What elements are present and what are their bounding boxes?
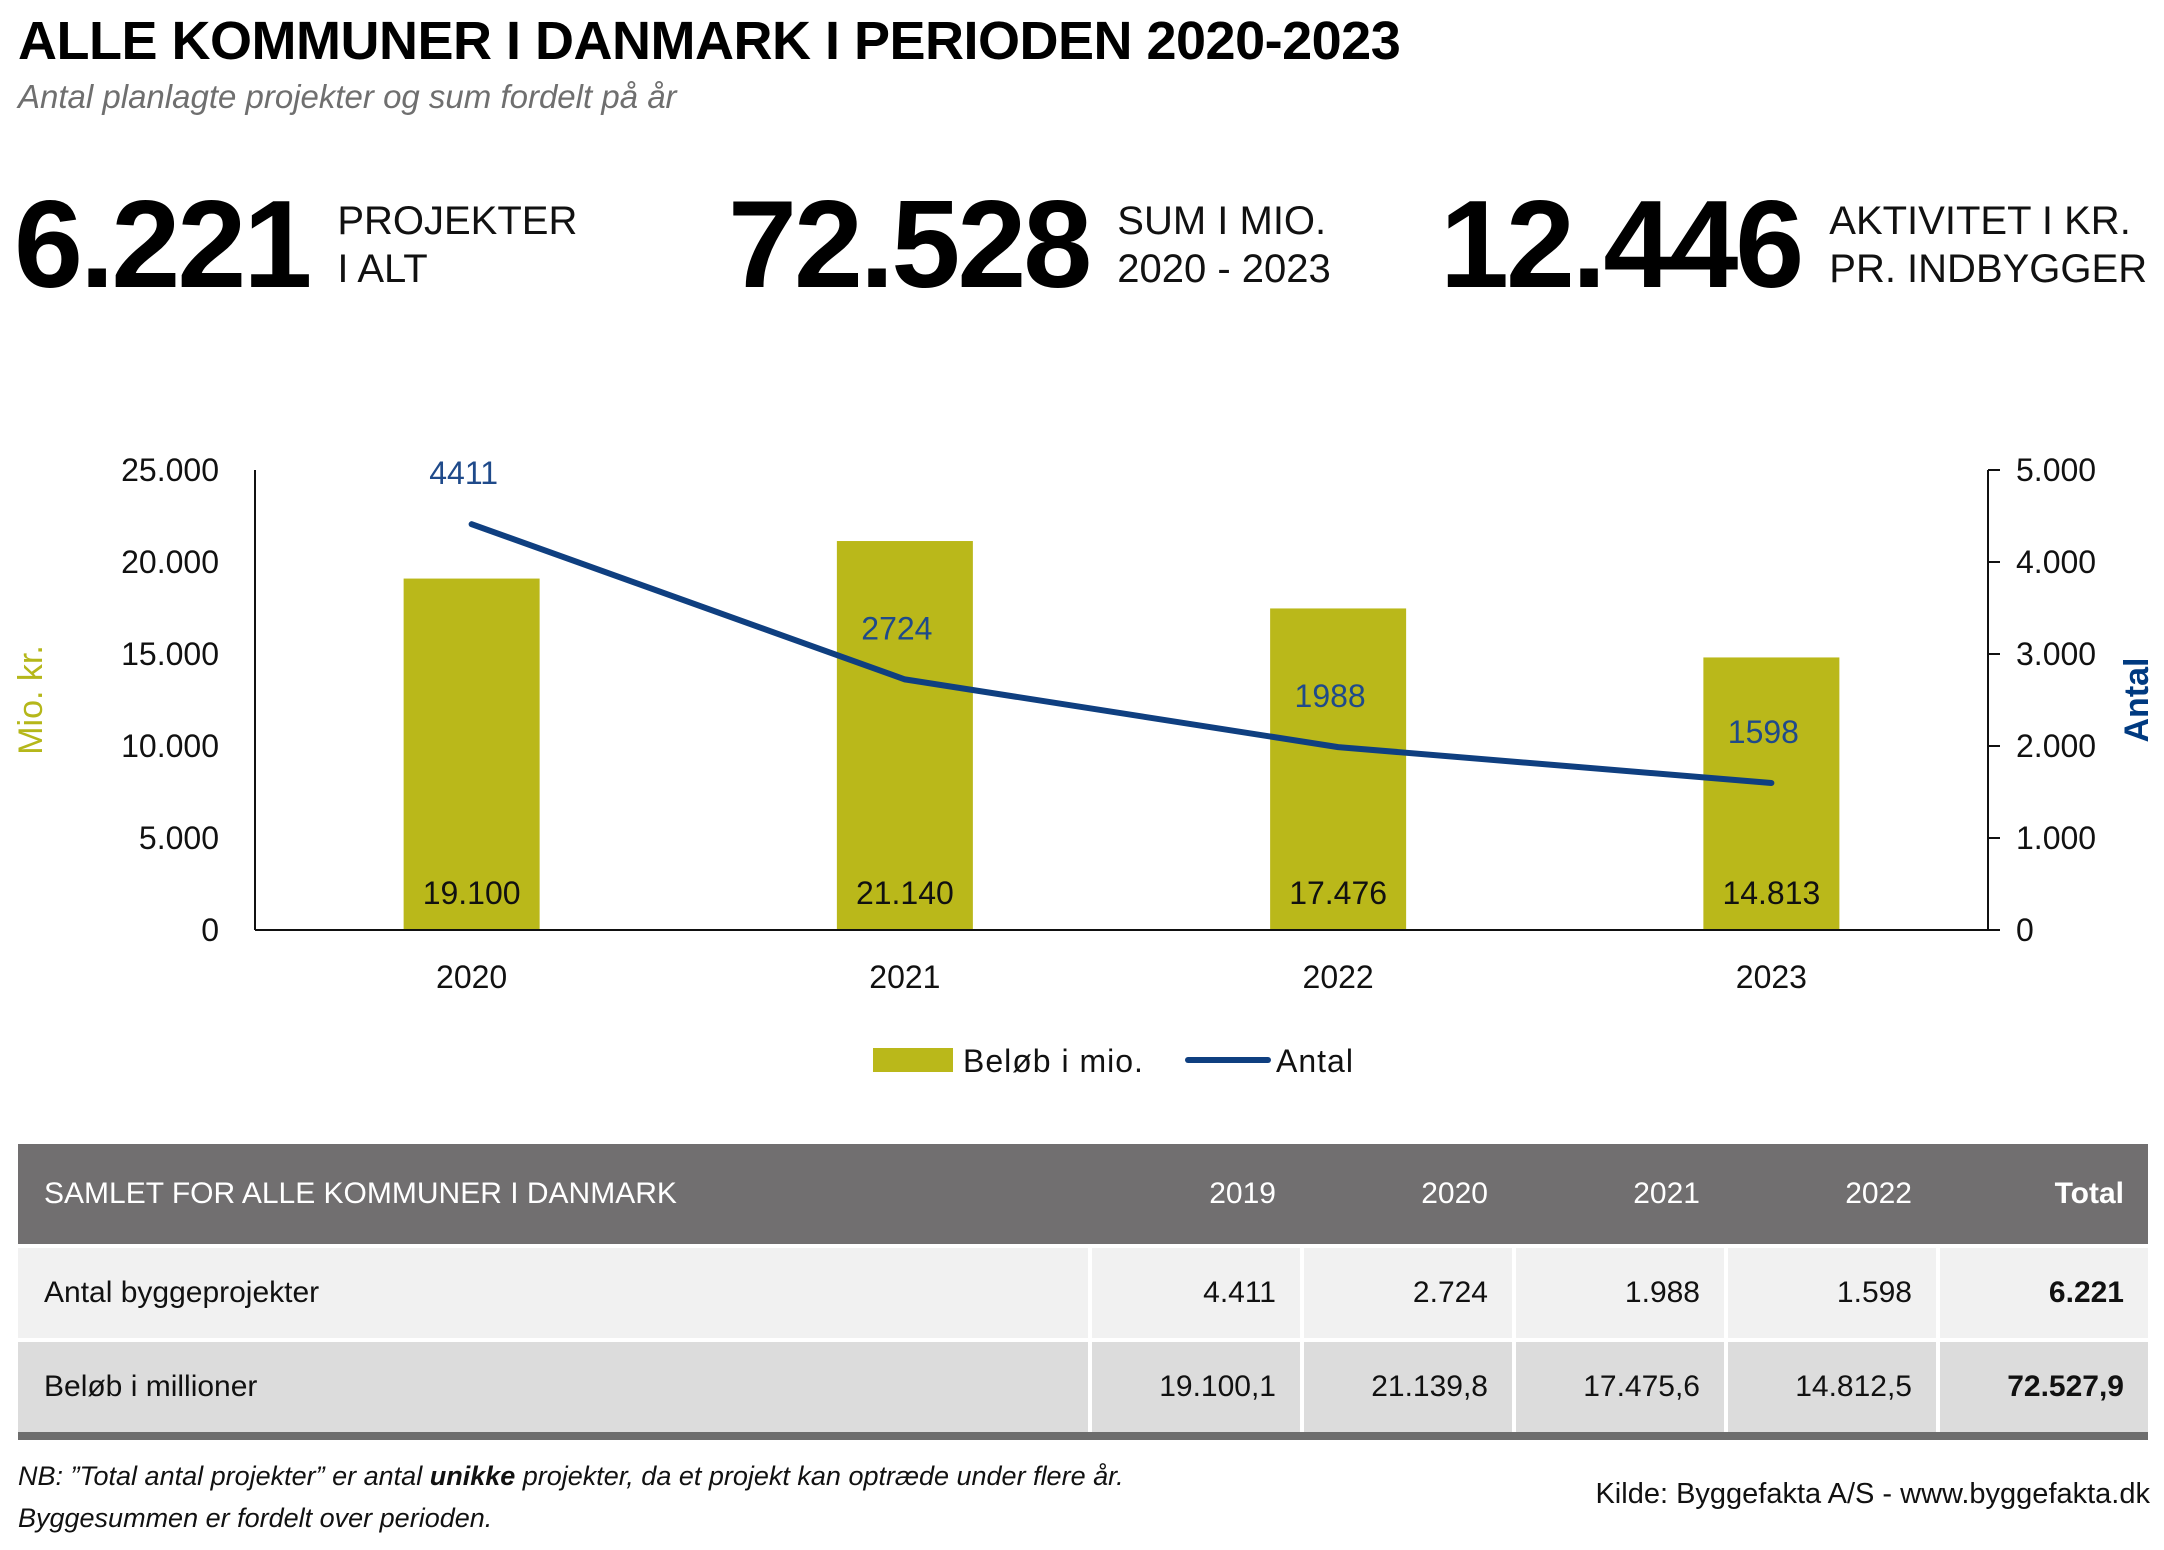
kpi-value: 6.221 xyxy=(14,176,312,314)
table-header-row: SAMLET FOR ALLE KOMMUNER I DANMARK 2019 … xyxy=(18,1144,2148,1244)
page-subtitle: Antal planlagte projekter og sum fordelt… xyxy=(18,78,677,115)
kpi-label: PROJEKTER I ALT xyxy=(337,197,577,293)
footnote-line: Byggesummen er fordelt over perioden. xyxy=(18,1503,493,1533)
table-cell: 1.598 xyxy=(1724,1248,1936,1338)
kpi-value: 12.446 xyxy=(1440,176,1804,314)
bar-data-label: 14.813 xyxy=(1722,875,1820,911)
kpi-label-line: I ALT xyxy=(337,247,428,291)
legend-label-line: Antal xyxy=(1276,1043,1354,1079)
kpi-label: SUM I MIO. 2020 - 2023 xyxy=(1117,197,1331,293)
table-cell: 14.812,5 xyxy=(1724,1342,1936,1432)
y-tick-label: 25.000 xyxy=(121,452,219,488)
table-cell: Beløb i millioner xyxy=(44,1370,258,1403)
table-cell: 2.724 xyxy=(1300,1248,1512,1338)
table-cell: 21.139,8 xyxy=(1300,1342,1512,1432)
kpi-value: 72.528 xyxy=(728,176,1092,314)
table-cell-total: 6.221 xyxy=(1936,1248,2148,1338)
footnote-text: projekter, da et projekt kan optræde und… xyxy=(515,1461,1124,1491)
y2-tick-label: 2.000 xyxy=(2016,728,2096,764)
y2-tick-label: 3.000 xyxy=(2016,636,2096,672)
x-tick-label: 2021 xyxy=(869,959,940,995)
table-header-cell: Total xyxy=(2054,1177,2124,1210)
y-tick-label: 5.000 xyxy=(139,820,219,856)
table-header-cell: 2022 xyxy=(1845,1177,1912,1210)
line-data-label: 1988 xyxy=(1295,678,1366,714)
table-cell-total: 72.527,9 xyxy=(1936,1342,2148,1432)
table-cell: 19.100,1 xyxy=(1088,1342,1300,1432)
footnote-line: NB: ”Total antal projekter” er antal uni… xyxy=(18,1455,1124,1497)
y-tick-label: 20.000 xyxy=(121,544,219,580)
table-cell: 1.988 xyxy=(1512,1248,1724,1338)
kpi-label-line: AKTIVITET I KR. xyxy=(1829,199,2131,243)
y2-tick-label: 0 xyxy=(2016,912,2034,948)
line-data-label: 1598 xyxy=(1728,714,1799,750)
table-row: Antal byggeprojekter 4.411 2.724 1.988 1… xyxy=(18,1244,2148,1338)
legend-swatch-bar xyxy=(873,1048,953,1072)
table-cell: 17.475,6 xyxy=(1512,1342,1724,1432)
x-tick-label: 2023 xyxy=(1736,959,1807,995)
footnote-text: NB: ”Total antal projekter” er antal xyxy=(18,1461,430,1491)
y2-tick-label: 5.000 xyxy=(2016,452,2096,488)
x-tick-label: 2020 xyxy=(436,959,507,995)
y2-tick-label: 4.000 xyxy=(2016,544,2096,580)
summary-table: SAMLET FOR ALLE KOMMUNER I DANMARK 2019 … xyxy=(18,1144,2148,1440)
table-cell: 4.411 xyxy=(1088,1248,1300,1338)
bar-2021 xyxy=(836,541,973,930)
y2-tick-label: 1.000 xyxy=(2016,820,2096,856)
kpi-label-line: PR. INDBYGGER xyxy=(1829,247,2148,291)
footnote: NB: ”Total antal projekter” er antal uni… xyxy=(18,1455,1124,1539)
y-tick-label: 10.000 xyxy=(121,728,219,764)
x-tick-label: 2022 xyxy=(1303,959,1374,995)
combo-chart: 0 5.000 10.000 15.000 20.000 25.000 0 1.000 2.00… xyxy=(12,452,2156,1079)
table-header-cell: 2019 xyxy=(1209,1177,1276,1210)
table-row: Beløb i millioner 19.100,1 21.139,8 17.4… xyxy=(18,1338,2148,1432)
kpi-label: AKTIVITET I KR. PR. INDBYGGER xyxy=(1829,197,2147,293)
y-tick-label: 15.000 xyxy=(121,636,219,672)
y-axis-title: Mio. kr. xyxy=(12,645,50,755)
y2-axis-title: Antal xyxy=(2118,658,2156,743)
bar-2022 xyxy=(1270,608,1407,930)
kpi-sum-million: 72.528 SUM I MIO. 2020 - 2023 xyxy=(728,180,1331,310)
legend-label-bar: Beløb i mio. xyxy=(963,1043,1144,1079)
bar-data-label: 21.140 xyxy=(856,875,954,911)
y-tick-label: 0 xyxy=(201,912,219,948)
kpi-activity-per-capita: 12.446 AKTIVITET I KR. PR. INDBYGGER xyxy=(1440,180,2147,310)
bar-2020 xyxy=(403,578,540,930)
table-header-cell: 2020 xyxy=(1421,1177,1488,1210)
bar-data-label: 17.476 xyxy=(1289,875,1387,911)
source-credit: Kilde: Byggefakta A/S - www.byggefakta.d… xyxy=(1595,1478,2150,1510)
bar-2023 xyxy=(1703,657,1840,930)
kpi-label-line: 2020 - 2023 xyxy=(1117,247,1331,291)
line-data-label: 2724 xyxy=(861,610,932,646)
footnote-bold: unikke xyxy=(429,1461,516,1491)
kpi-projects-total: 6.221 PROJEKTER I ALT xyxy=(14,180,577,310)
page-title: ALLE KOMMUNER I DANMARK I PERIODEN 2020-… xyxy=(18,11,1401,71)
table-header-cell: SAMLET FOR ALLE KOMMUNER I DANMARK xyxy=(44,1177,677,1210)
line-data-label: 4411 xyxy=(429,455,498,491)
kpi-label-line: PROJEKTER xyxy=(337,199,578,243)
bar-data-label: 19.100 xyxy=(423,875,521,911)
line-series-antal xyxy=(468,521,1775,786)
table-cell: Antal byggeprojekter xyxy=(44,1276,320,1309)
kpi-label-line: SUM I MIO. xyxy=(1117,199,1327,243)
table-header-cell: 2021 xyxy=(1633,1177,1700,1210)
